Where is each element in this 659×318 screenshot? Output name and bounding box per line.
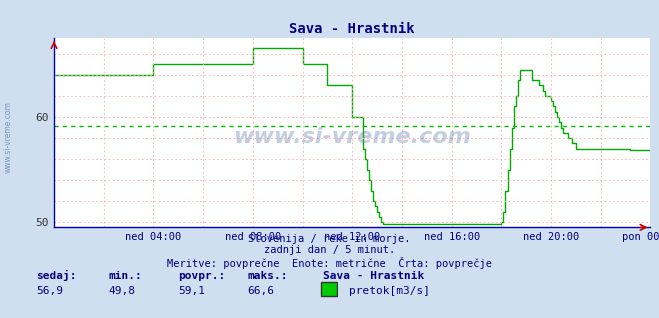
Text: maks.:: maks.:	[247, 272, 287, 281]
Text: Meritve: povprečne  Enote: metrične  Črta: povprečje: Meritve: povprečne Enote: metrične Črta:…	[167, 257, 492, 269]
Text: 49,8: 49,8	[109, 287, 136, 296]
Text: zadnji dan / 5 minut.: zadnji dan / 5 minut.	[264, 245, 395, 255]
Text: pretok[m3/s]: pretok[m3/s]	[349, 287, 430, 296]
Bar	[320, 282, 337, 296]
Text: sedaj:: sedaj:	[36, 270, 76, 281]
Text: povpr.:: povpr.:	[178, 272, 225, 281]
Text: Sava - Hrastnik: Sava - Hrastnik	[323, 272, 424, 281]
Text: www.si-vreme.com: www.si-vreme.com	[233, 127, 471, 147]
Text: Slovenija / reke in morje.: Slovenija / reke in morje.	[248, 234, 411, 244]
Text: www.si-vreme.com: www.si-vreme.com	[3, 101, 13, 173]
Text: 59,1: 59,1	[178, 287, 205, 296]
Title: Sava - Hrastnik: Sava - Hrastnik	[289, 22, 415, 36]
Text: 56,9: 56,9	[36, 287, 63, 296]
Text: min.:: min.:	[109, 272, 142, 281]
Text: 66,6: 66,6	[247, 287, 274, 296]
